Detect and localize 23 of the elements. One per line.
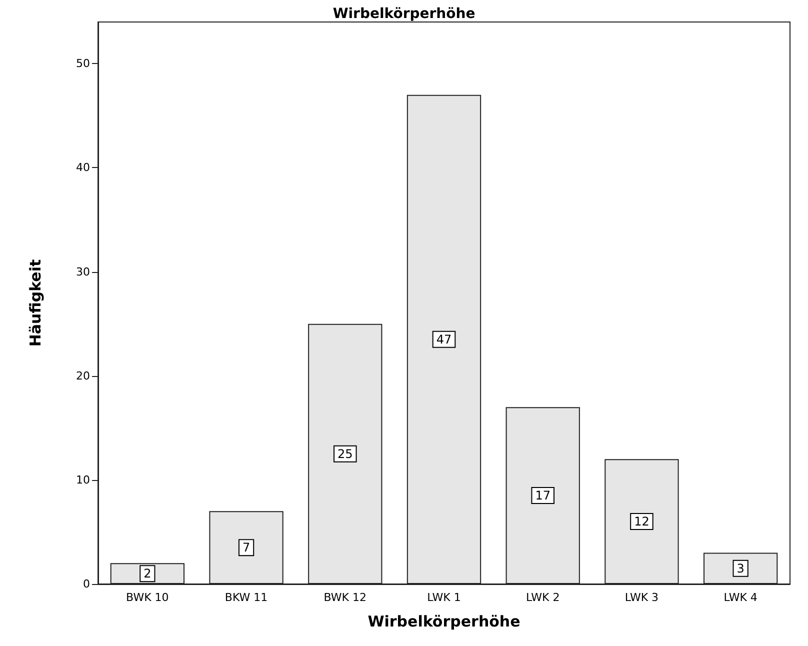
data-label: 12 (634, 514, 650, 529)
data-label: 3 (736, 561, 744, 576)
y-tick-label: 10 (76, 473, 90, 486)
x-tick-label: LWK 2 (526, 591, 560, 604)
x-tick-label: LWK 1 (427, 591, 461, 604)
chart-title: Wirbelkörperhöhe (332, 6, 476, 22)
y-tick-label: 50 (76, 57, 90, 70)
y-axis-title: Häufigkeit (26, 259, 44, 347)
x-tick-label: BWK 10 (126, 591, 169, 604)
x-axis-title: Wirbelkörperhöhe (368, 612, 520, 630)
x-tick-label: BWK 12 (324, 591, 367, 604)
x-tick-label: BKW 11 (224, 591, 268, 604)
data-label: 2 (144, 566, 152, 581)
data-label: 25 (338, 446, 353, 461)
y-tick-label: 0 (83, 578, 90, 590)
x-tick-label: LWK 3 (624, 591, 659, 604)
data-label: 7 (242, 540, 250, 555)
y-tick-label: 40 (76, 161, 90, 174)
data-label: 17 (535, 488, 550, 503)
y-tick-label: 30 (76, 265, 90, 278)
x-tick-label: LWK 4 (724, 591, 758, 604)
y-tick-label: 20 (76, 369, 90, 382)
data-label: 47 (436, 332, 452, 346)
